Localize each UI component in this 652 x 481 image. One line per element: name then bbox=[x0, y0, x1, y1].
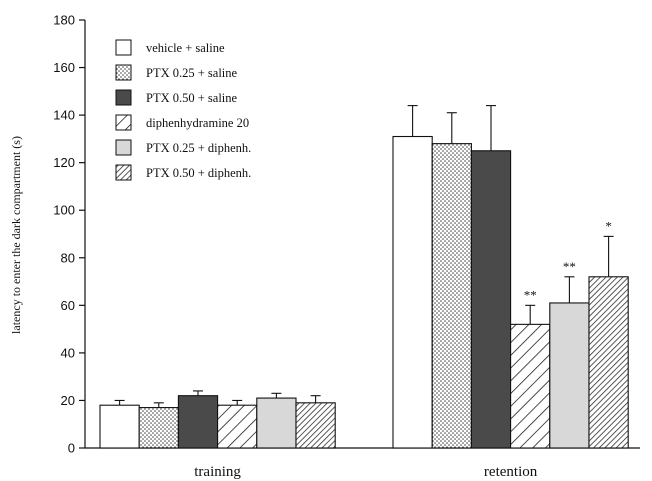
legend-swatch bbox=[115, 114, 132, 131]
y-tick-label: 160 bbox=[53, 60, 75, 75]
y-axis-title: latency to enter the dark compartment (s… bbox=[9, 136, 23, 334]
legend-label: PTX 0.25 + saline bbox=[146, 66, 238, 80]
x-axis: training retention bbox=[85, 447, 640, 480]
y-tick-label: 0 bbox=[68, 441, 75, 456]
y-tick-label: 80 bbox=[61, 250, 75, 265]
legend: vehicle + saline PTX 0.25 + saline PTX 0.5… bbox=[115, 39, 251, 181]
legend-label: PTX 0.50 + saline bbox=[146, 91, 238, 105]
bar bbox=[177, 395, 219, 449]
legend-label: diphenhydramine 20 bbox=[146, 116, 249, 130]
significance-label: ** bbox=[524, 287, 537, 302]
category-label: training bbox=[194, 464, 241, 480]
bar bbox=[99, 404, 140, 449]
y-tick-label: 120 bbox=[53, 155, 75, 170]
bar bbox=[138, 407, 179, 449]
bar bbox=[392, 135, 433, 449]
bar bbox=[431, 143, 472, 449]
y-tick-label: 100 bbox=[53, 203, 75, 218]
y-tick-label: 60 bbox=[61, 298, 75, 313]
y-tick-label: 140 bbox=[53, 108, 75, 123]
legend-swatch bbox=[115, 64, 132, 81]
y-tick-label: 20 bbox=[61, 393, 75, 408]
y-tick-label: 180 bbox=[53, 13, 75, 28]
legend-swatch bbox=[115, 39, 132, 56]
bar bbox=[510, 323, 551, 449]
bar bbox=[256, 397, 297, 449]
y-axis: 0 20 40 60 80 100 120 140 160 180 bbox=[53, 13, 86, 456]
legend-label: PTX 0.25 + diphenh. bbox=[146, 141, 251, 155]
legend-swatch bbox=[115, 139, 132, 156]
legend-label: vehicle + saline bbox=[146, 41, 225, 55]
legend-swatch bbox=[115, 89, 132, 106]
bar bbox=[549, 302, 590, 449]
bar bbox=[470, 150, 512, 449]
significance-label: ** bbox=[563, 259, 576, 274]
bars: ***** bbox=[99, 105, 629, 449]
bar bbox=[217, 404, 258, 449]
bar bbox=[295, 402, 336, 449]
y-tick-label: 40 bbox=[61, 345, 75, 360]
bar bbox=[588, 276, 629, 449]
category-label: retention bbox=[484, 464, 538, 480]
significance-label: * bbox=[605, 218, 612, 233]
legend-label: PTX 0.50 + diphenh. bbox=[146, 166, 251, 180]
legend-swatch bbox=[115, 164, 132, 181]
